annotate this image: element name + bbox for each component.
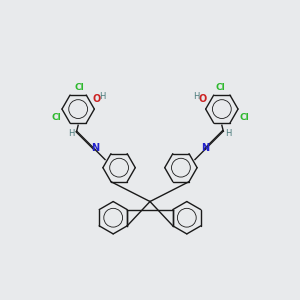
Text: N: N bbox=[201, 143, 209, 153]
Text: Cl: Cl bbox=[51, 113, 61, 122]
Text: N: N bbox=[91, 143, 99, 153]
Text: Cl: Cl bbox=[75, 83, 85, 92]
Text: H: H bbox=[99, 92, 106, 101]
Text: H: H bbox=[194, 92, 200, 101]
Text: Cl: Cl bbox=[239, 113, 249, 122]
Text: Cl: Cl bbox=[215, 83, 225, 92]
Text: H: H bbox=[68, 129, 75, 138]
Text: H: H bbox=[225, 129, 232, 138]
Text: O: O bbox=[93, 94, 101, 104]
Text: O: O bbox=[198, 94, 207, 104]
